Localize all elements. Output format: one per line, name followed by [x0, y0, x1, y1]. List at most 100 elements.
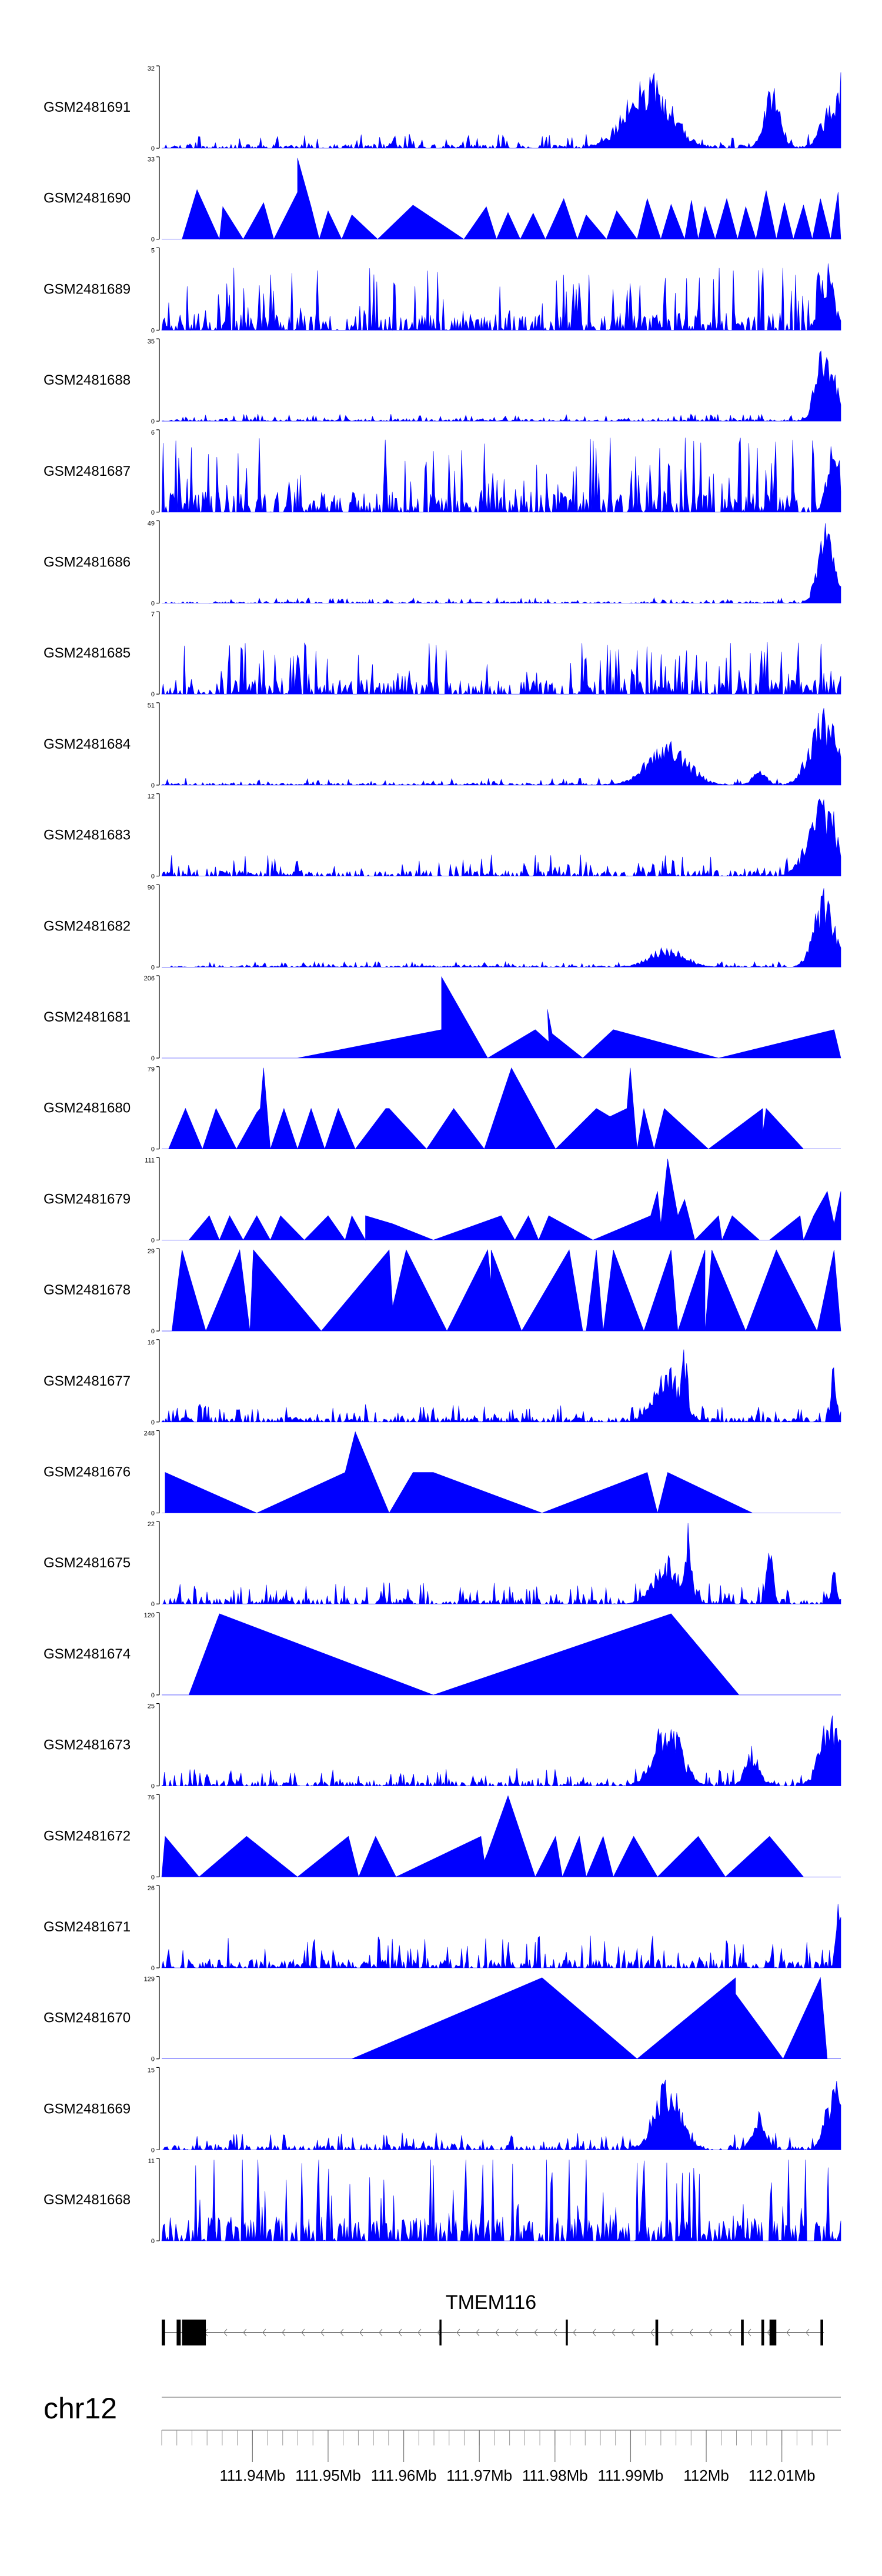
track-GSM2481669: GSM2481669 15 0: [44, 2067, 841, 2154]
gene-name-label: TMEM116: [446, 2291, 536, 2314]
track-label: GSM2481677: [44, 1373, 131, 1389]
track-signal-area: [161, 2160, 841, 2242]
track-label: GSM2481672: [44, 1828, 131, 1844]
track-label: GSM2481686: [44, 555, 131, 570]
gene-exon: [741, 2320, 744, 2345]
track-label: GSM2481681: [44, 1009, 131, 1025]
track-signal-area: [162, 976, 841, 1059]
y-min-label: 0: [151, 873, 155, 880]
track-GSM2481686: GSM2481686 49 0: [44, 520, 841, 608]
track-signal-area: [161, 1349, 841, 1423]
track-label: GSM2481689: [44, 281, 131, 297]
y-max-label: 16: [148, 1339, 155, 1346]
track-GSM2481679: GSM2481679 111 0: [44, 1157, 841, 1244]
track-GSM2481684: GSM2481684 51 0: [44, 702, 841, 789]
y-min-label: 0: [151, 1601, 155, 1608]
track-GSM2481683: GSM2481683 12 0: [44, 793, 841, 880]
track-label: GSM2481683: [44, 827, 131, 843]
gene-exon: [769, 2320, 777, 2345]
strand-arrow-icon: [243, 2328, 247, 2337]
track-signal-area: [162, 72, 841, 149]
y-min-label: 0: [151, 1419, 155, 1426]
axis-tick-label: 111.96Mb: [371, 2467, 437, 2484]
track-signal-area: [162, 158, 841, 240]
gene-exon: [176, 2320, 181, 2345]
strand-arrow-icon: [747, 2328, 751, 2337]
strand-arrow-icon: [553, 2328, 557, 2337]
track-signal-area: [162, 1249, 841, 1332]
track-signal-area: [161, 263, 841, 331]
track-GSM2481689: GSM2481689 5 0: [44, 247, 841, 334]
track-signal-area: [162, 1431, 841, 1514]
strand-arrow-icon: [359, 2328, 363, 2337]
track-GSM2481678: GSM2481678 29 0: [44, 1248, 841, 1335]
y-min-label: 0: [151, 1692, 155, 1699]
strand-arrow-icon: [262, 2328, 266, 2337]
strand-arrow-icon: [650, 2328, 654, 2337]
track-signal-area: [161, 438, 841, 513]
y-min-label: 0: [151, 1055, 155, 1062]
axis-tick-label: 111.97Mb: [446, 2467, 512, 2484]
strand-arrow-icon: [786, 2328, 790, 2337]
track-signal-area: [162, 523, 841, 604]
track-label: GSM2481682: [44, 918, 131, 934]
track-label: GSM2481679: [44, 1191, 131, 1207]
y-min-label: 0: [151, 600, 155, 608]
track-GSM2481673: GSM2481673 25 0: [44, 1703, 841, 1790]
track-label: GSM2481668: [44, 2192, 131, 2208]
y-min-label: 0: [151, 2238, 155, 2245]
track-GSM2481674: GSM2481674 120 0: [44, 1612, 841, 1699]
y-max-label: 6: [151, 429, 155, 436]
y-max-label: 26: [148, 1885, 155, 1892]
track-signal-area: [161, 1715, 841, 1787]
y-max-label: 5: [151, 247, 155, 254]
y-min-label: 0: [151, 1783, 155, 1790]
y-min-label: 0: [151, 691, 155, 698]
axis-tick-label: 111.98Mb: [522, 2467, 588, 2484]
y-max-label: 79: [148, 1066, 155, 1073]
track-GSM2481672: GSM2481672 76 0: [44, 1794, 841, 1881]
strand-arrow-icon: [573, 2328, 577, 2337]
y-min-label: 0: [151, 1874, 155, 1881]
strand-arrow-icon: [514, 2328, 519, 2337]
strand-arrow-icon: [806, 2328, 810, 2337]
track-label: GSM2481673: [44, 1737, 131, 1753]
y-max-label: 51: [148, 702, 155, 709]
track-label: GSM2481684: [44, 736, 131, 752]
y-min-label: 0: [151, 1510, 155, 1517]
gene-exon: [162, 2320, 165, 2345]
strand-arrow-icon: [437, 2328, 441, 2337]
track-signal-area: [161, 1904, 841, 1969]
y-max-label: 248: [144, 1430, 155, 1437]
track-GSM2481680: GSM2481680 79 0: [44, 1066, 841, 1153]
track-signal-area: [162, 1613, 841, 1696]
strand-arrow-icon: [689, 2328, 693, 2337]
y-max-label: 22: [148, 1521, 155, 1528]
y-min-label: 0: [151, 418, 155, 425]
gene-exon: [761, 2320, 764, 2345]
track-label: GSM2481688: [44, 372, 131, 388]
strand-arrow-icon: [612, 2328, 616, 2337]
track-label: GSM2481678: [44, 1282, 131, 1298]
axis-tick-label: 111.95Mb: [295, 2467, 361, 2484]
y-min-label: 0: [151, 1328, 155, 1335]
y-min-label: 0: [151, 2056, 155, 2063]
y-min-label: 0: [151, 1237, 155, 1244]
track-label: GSM2481685: [44, 645, 131, 661]
genome-axis-track: chr12 111.94Mb 111.95Mb 111.96Mb 111.97Mb 11…: [44, 2392, 841, 2484]
track-label: GSM2481690: [44, 191, 131, 206]
y-min-label: 0: [151, 2147, 155, 2154]
gene-exon: [820, 2320, 823, 2345]
gene-exon: [566, 2320, 568, 2345]
y-min-label: 0: [151, 782, 155, 789]
track-signal-area: [161, 798, 841, 877]
track-label: GSM2481680: [44, 1100, 131, 1116]
track-signal-area: [162, 888, 841, 968]
track-GSM2481668: GSM2481668 11 0: [44, 2158, 841, 2245]
axis-tick-label: 111.94Mb: [219, 2467, 285, 2484]
y-min-label: 0: [151, 1146, 155, 1153]
strand-arrow-icon: [534, 2328, 538, 2337]
y-max-label: 29: [148, 1248, 155, 1255]
track-GSM2481691: GSM2481691 32 0: [44, 65, 841, 152]
